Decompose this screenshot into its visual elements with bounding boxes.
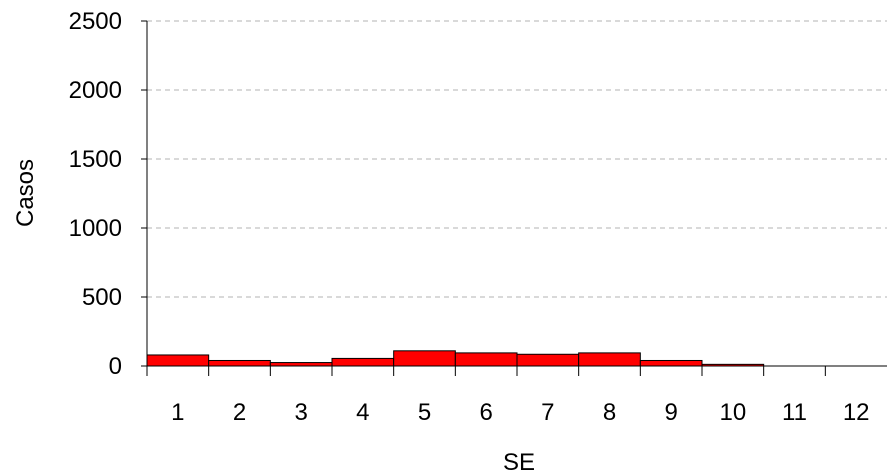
x-tick-label: 7 bbox=[541, 399, 554, 426]
x-tick-label: 1 bbox=[171, 399, 184, 426]
x-tick-label: 5 bbox=[418, 399, 431, 426]
y-tick-label: 2500 bbox=[69, 8, 122, 35]
bar-7 bbox=[516, 353, 580, 367]
x-tick-label: 2 bbox=[233, 399, 246, 426]
bar-8 bbox=[578, 352, 641, 367]
axes bbox=[141, 20, 887, 376]
bar-4 bbox=[331, 357, 395, 367]
y-tick-label: 0 bbox=[109, 353, 122, 380]
x-axis-title: SE bbox=[503, 449, 535, 474]
bar-6 bbox=[454, 352, 518, 367]
x-tick-label: 6 bbox=[479, 399, 492, 426]
bar-5 bbox=[393, 350, 456, 367]
x-tick-labels: 1 2 3 4 5 6 7 8 9 10 11 12 bbox=[171, 399, 869, 426]
y-tick-label: 1000 bbox=[69, 215, 122, 242]
x-tick-label: 4 bbox=[356, 399, 369, 426]
y-axis-title: Casos bbox=[12, 159, 39, 227]
x-tick-label: 9 bbox=[664, 399, 677, 426]
x-tick-label: 11 bbox=[782, 399, 807, 426]
x-tick-label: 10 bbox=[719, 399, 746, 426]
y-tick-labels: 0 500 1000 1500 2000 2500 bbox=[69, 8, 122, 380]
bar-3 bbox=[269, 362, 333, 367]
bar-2 bbox=[208, 359, 271, 367]
x-tick-label: 8 bbox=[603, 399, 616, 426]
y-tick-label: 1500 bbox=[69, 146, 122, 173]
bars bbox=[146, 350, 765, 367]
grid-lines bbox=[147, 20, 887, 298]
x-tick-label: 3 bbox=[294, 399, 307, 426]
x-tick-label: 12 bbox=[843, 399, 870, 426]
y-tick-label: 2000 bbox=[69, 77, 122, 104]
bar-9 bbox=[639, 359, 703, 367]
bar-1 bbox=[146, 354, 210, 367]
y-tick-label: 500 bbox=[82, 284, 122, 311]
